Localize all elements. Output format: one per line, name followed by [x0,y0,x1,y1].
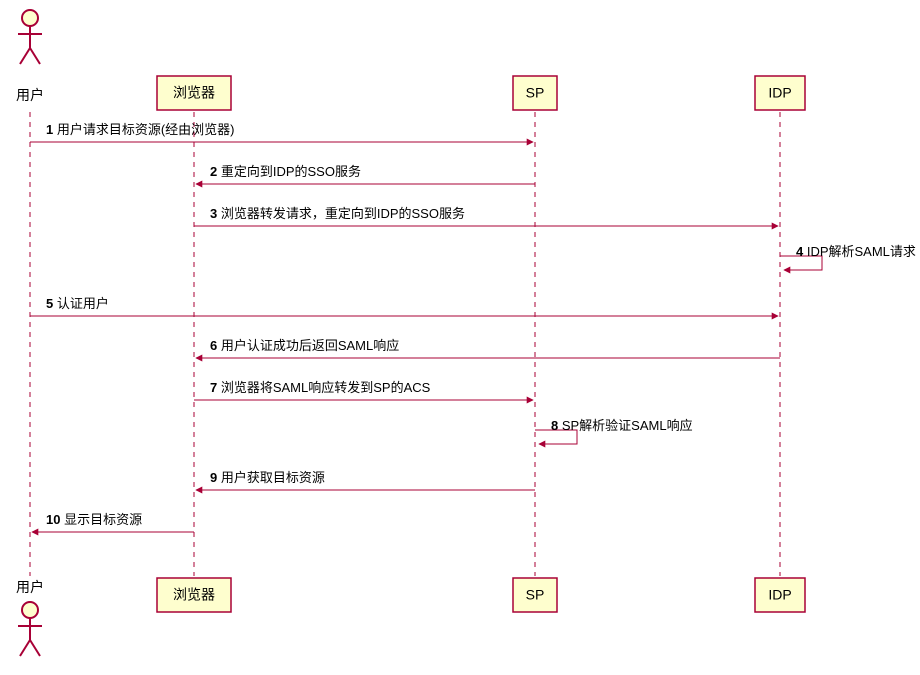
actor-icon [18,10,42,64]
participant-user-label-top: 用户 [16,87,44,103]
message-10-label: 10 显示目标资源 [46,512,142,527]
message-3-label: 3 浏览器转发请求，重定向到IDP的SSO服务 [210,206,465,221]
message-7-label: 7 浏览器将SAML响应转发到SP的ACS [210,380,431,395]
message-2-label: 2 重定向到IDP的SSO服务 [210,164,361,179]
participant-idp-label-bottom: IDP [768,587,791,603]
sequence-diagram: 用户用户浏览器浏览器SPSPIDPIDP1 用户请求目标资源(经由浏览器)2 重… [0,0,920,675]
participant-sp-label-bottom: SP [526,587,545,603]
message-9-label: 9 用户获取目标资源 [210,470,325,485]
participant-user-label-bottom: 用户 [16,579,44,595]
message-1-label: 1 用户请求目标资源(经由浏览器) [46,122,235,137]
message-4-label: 4 IDP解析SAML请求 [796,244,916,259]
participant-sp-label-top: SP [526,85,545,101]
message-5-label: 5 认证用户 [46,296,109,311]
actor-icon [18,602,42,656]
message-8-label: 8 SP解析验证SAML响应 [551,418,693,433]
message-6-label: 6 用户认证成功后返回SAML响应 [210,338,399,353]
participant-browser-label-bottom: 浏览器 [173,587,215,603]
participant-idp-label-top: IDP [768,85,791,101]
participant-browser-label-top: 浏览器 [173,85,215,101]
